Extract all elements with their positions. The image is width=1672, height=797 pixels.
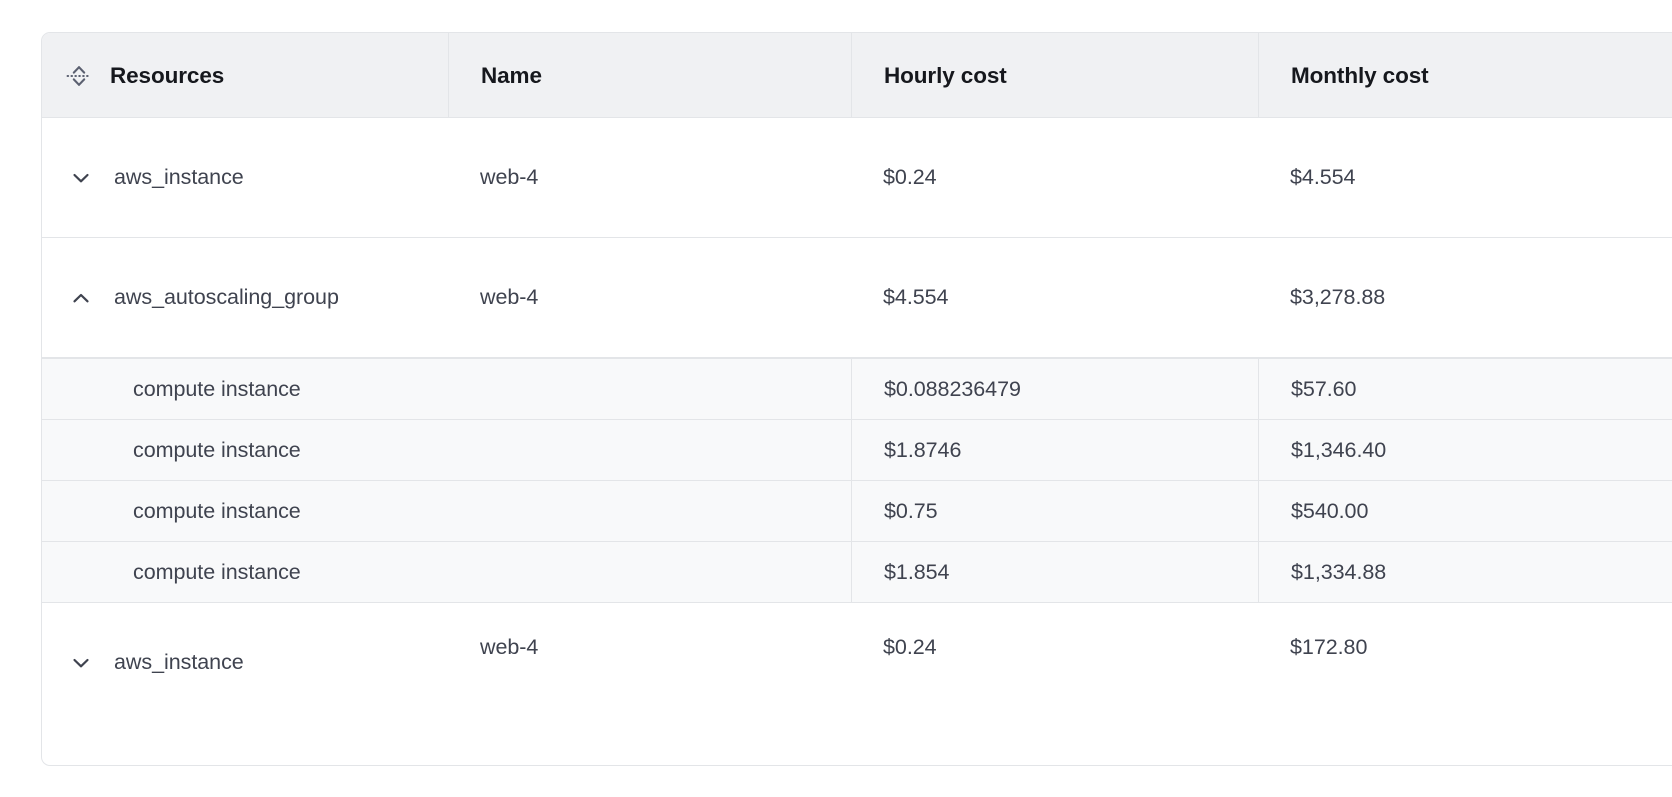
column-header-hourly-cost-label: Hourly cost: [884, 62, 1007, 88]
column-header-monthly-cost-label: Monthly cost: [1291, 62, 1429, 88]
column-header-resources[interactable]: Resources: [42, 33, 448, 118]
hourly-cost-cell: $0.24: [883, 635, 937, 659]
resource-label: aws_instance: [114, 650, 244, 674]
child-rows-group: compute instance $0.088236479 $57.60 com…: [42, 358, 1672, 603]
monthly-cost-cell: $172.80: [1290, 635, 1368, 659]
child-monthly-cost-cell: $57.60: [1258, 359, 1672, 419]
monthly-cost-cell: $3,278.88: [1290, 285, 1386, 309]
resource-label: aws_autoscaling_group: [114, 285, 339, 309]
column-header-name-label: Name: [481, 62, 542, 88]
resource-cell[interactable]: aws_instance: [42, 603, 448, 722]
child-row[interactable]: compute instance $0.088236479 $57.60: [42, 358, 1672, 420]
name-cell: web-4: [480, 635, 539, 659]
child-monthly-cost-cell: $1,334.88: [1258, 542, 1672, 602]
child-resource-cell: compute instance: [133, 559, 301, 584]
table-row[interactable]: aws_autoscaling_group web-4 $4.554 $3,27…: [42, 238, 1672, 358]
column-header-name[interactable]: Name: [448, 33, 851, 118]
name-cell: web-4: [480, 165, 539, 189]
monthly-cost-cell: $4.554: [1290, 165, 1356, 189]
table-header-row: Resources Name Hourly cost Monthly cost: [42, 33, 1672, 118]
resource-cell[interactable]: aws_autoscaling_group: [42, 238, 448, 357]
child-hourly-cost-cell: $1.854: [851, 542, 1258, 602]
resource-label: aws_instance: [114, 165, 244, 189]
child-hourly-cost-cell: $1.8746: [851, 420, 1258, 480]
resource-cell[interactable]: aws_instance: [42, 118, 448, 237]
hourly-cost-cell: $4.554: [883, 285, 949, 309]
column-header-resources-label: Resources: [110, 62, 225, 88]
cost-breakdown-table: Resources Name Hourly cost Monthly cost: [41, 32, 1672, 766]
child-resource-cell: compute instance: [133, 376, 301, 401]
child-resource-cell: compute instance: [133, 437, 301, 462]
sort-updown-handle-icon[interactable]: [64, 61, 94, 91]
chevron-down-icon[interactable]: [64, 646, 98, 680]
child-hourly-cost-cell: $0.75: [851, 481, 1258, 541]
chevron-down-icon[interactable]: [64, 161, 98, 195]
child-monthly-cost-cell: $1,346.40: [1258, 420, 1672, 480]
column-header-monthly-cost[interactable]: Monthly cost: [1258, 33, 1672, 118]
column-header-hourly-cost[interactable]: Hourly cost: [851, 33, 1258, 118]
child-resource-cell: compute instance: [133, 498, 301, 523]
child-hourly-cost-cell: $0.088236479: [851, 359, 1258, 419]
child-monthly-cost-cell: $540.00: [1258, 481, 1672, 541]
hourly-cost-cell: $0.24: [883, 165, 937, 189]
chevron-up-icon[interactable]: [64, 281, 98, 315]
name-cell: web-4: [480, 285, 539, 309]
child-row[interactable]: compute instance $1.854 $1,334.88: [42, 542, 1672, 603]
child-row[interactable]: compute instance $0.75 $540.00: [42, 481, 1672, 542]
table-row[interactable]: aws_instance web-4 $0.24 $4.554: [42, 118, 1672, 238]
child-row[interactable]: compute instance $1.8746 $1,346.40: [42, 420, 1672, 481]
table-row[interactable]: aws_instance web-4 $0.24 $172.80: [42, 603, 1672, 722]
